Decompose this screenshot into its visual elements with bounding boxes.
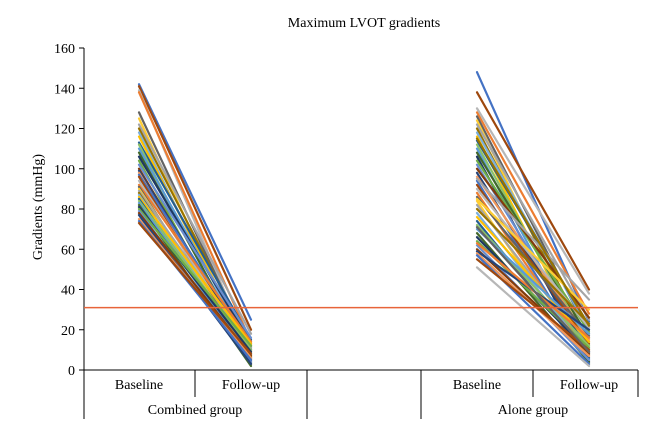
y-tick-label: 0 (68, 364, 75, 379)
y-tick-label: 160 (54, 42, 75, 57)
y-tick-label: 80 (61, 203, 75, 218)
x-group-label: Alone group (498, 403, 568, 418)
y-tick-label: 40 (61, 284, 75, 299)
combined-group-series-line (139, 165, 251, 338)
x-tick-label: Follow-up (560, 378, 618, 393)
y-tick-label: 60 (61, 243, 75, 258)
y-tick-label: 120 (54, 123, 75, 138)
series-lines (139, 72, 589, 366)
y-axis-label: Gradients (mmHg) (31, 154, 46, 260)
x-group-label: Combined group (148, 403, 243, 418)
x-tick-label: Baseline (453, 378, 501, 393)
y-tick-label: 20 (61, 324, 75, 339)
x-tick-label: Baseline (115, 378, 163, 393)
y-tick-label: 140 (54, 82, 75, 97)
x-tick-label: Follow-up (222, 378, 280, 393)
category-labels: Baseline Follow-up Baseline Follow-up Combin… (115, 378, 618, 418)
y-tick-label: 100 (54, 163, 75, 178)
chart-title: Maximum LVOT gradients (288, 16, 440, 31)
